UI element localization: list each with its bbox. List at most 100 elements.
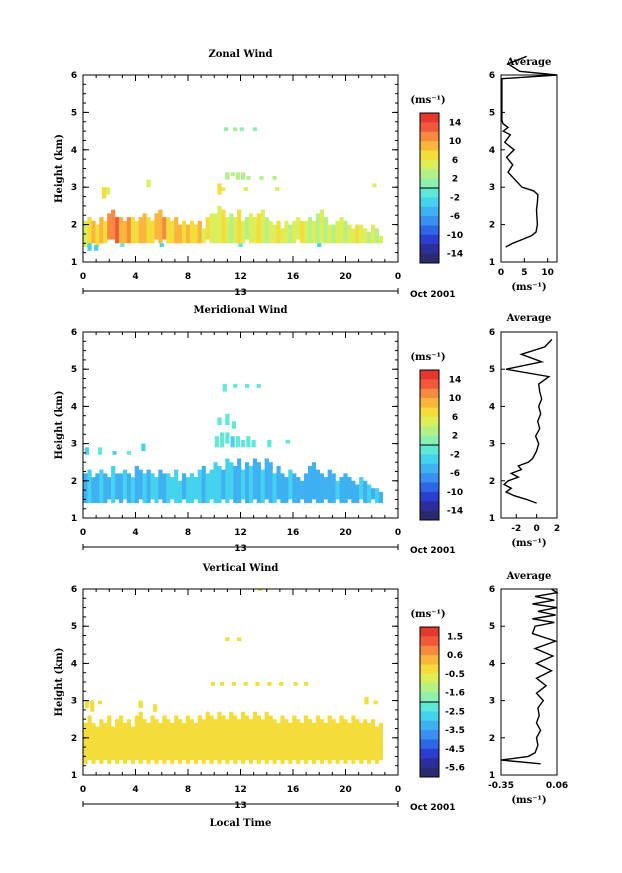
- colorbar-swatch: [420, 730, 439, 740]
- profile-y-tick-label: 1: [489, 258, 495, 268]
- data-cell: [170, 477, 175, 500]
- data-cell: [205, 473, 210, 504]
- y-axis-label: Height (km): [54, 134, 65, 203]
- x-tick-label: 0: [395, 528, 401, 538]
- data-cell: [300, 722, 305, 761]
- chart-title: Vertical Wind: [202, 563, 279, 574]
- x-axis-label: Local Time: [210, 818, 272, 829]
- data-cell: [248, 719, 254, 764]
- data-cell: [229, 462, 234, 500]
- data-cell: [181, 220, 187, 244]
- y-tick-label: 5: [71, 622, 77, 632]
- data-cell: [87, 469, 92, 504]
- data-cell: [256, 384, 261, 388]
- colorbar-swatch: [420, 739, 439, 750]
- data-cell: [378, 722, 384, 761]
- data-cell: [280, 228, 285, 244]
- data-cell: [185, 477, 191, 504]
- data-cell: [311, 722, 317, 764]
- data-cell: [311, 462, 317, 500]
- data-cell: [111, 465, 116, 504]
- colorbar-swatch: [420, 169, 439, 180]
- data-cell: [372, 183, 377, 188]
- data-cell: [122, 722, 128, 764]
- colorbar-tick-label: 14: [449, 375, 462, 385]
- data-cell: [256, 715, 261, 764]
- x-tick-label: 8: [185, 528, 191, 538]
- y-tick-label: 4: [71, 659, 77, 669]
- data-cell: [235, 436, 240, 448]
- colorbar-tick-label: -2: [450, 193, 460, 203]
- data-cell: [150, 220, 155, 244]
- colorbar-swatch: [420, 636, 439, 647]
- x-tick-label: 16: [287, 272, 300, 282]
- data-cell: [230, 172, 235, 176]
- profile-x-tick-label: 0.06: [546, 781, 568, 791]
- y-tick-label: 2: [71, 734, 77, 744]
- data-cell: [90, 700, 95, 712]
- colorbar-tick-label: 2: [452, 175, 458, 185]
- data-cell: [268, 462, 273, 504]
- data-cell: [315, 213, 321, 244]
- data-cell: [220, 432, 225, 448]
- data-cell: [150, 473, 155, 500]
- y-axis-label: Height (km): [54, 648, 65, 717]
- data-cell: [193, 224, 198, 244]
- colorbar-tick-label: -1.6: [445, 689, 465, 699]
- profile-x-tick-label: 0: [534, 524, 540, 534]
- data-cell: [244, 384, 250, 388]
- data-cell: [280, 715, 285, 764]
- data-cell: [201, 228, 206, 244]
- data-cell: [304, 715, 309, 764]
- data-cell: [154, 719, 159, 764]
- data-cell: [166, 473, 171, 504]
- data-cell: [288, 469, 293, 500]
- data-cell: [223, 127, 229, 132]
- profile-title: Average: [506, 571, 552, 582]
- profile-y-tick-label: 1: [489, 514, 495, 524]
- data-cell: [170, 220, 175, 244]
- data-cell: [209, 715, 214, 764]
- data-cell: [268, 715, 273, 761]
- colorbar-swatch: [420, 664, 439, 675]
- profile-x-tick-label: 5: [521, 268, 527, 278]
- data-cell: [355, 224, 360, 244]
- data-cell: [280, 473, 285, 504]
- data-cell: [231, 421, 237, 429]
- data-cell: [279, 682, 284, 686]
- y-tick-label: 1: [71, 771, 77, 781]
- data-cell: [95, 473, 100, 504]
- data-cell: [170, 722, 175, 764]
- data-cell: [222, 384, 227, 392]
- data-cell: [83, 722, 88, 764]
- profile-y-tick-label: 6: [489, 328, 495, 338]
- colorbar-tick-label: -0.5: [445, 670, 465, 680]
- data-cell: [319, 719, 324, 764]
- data-cell: [189, 719, 195, 761]
- colorbar-swatch: [420, 407, 439, 418]
- data-cell: [243, 187, 248, 191]
- data-cell: [275, 187, 280, 191]
- colorbar-swatch: [420, 692, 439, 703]
- profile-y-tick-label: 2: [489, 221, 495, 231]
- data-cell: [87, 243, 92, 251]
- x-tick-label: 16: [287, 528, 300, 538]
- data-cell: [296, 477, 301, 504]
- x-tick-label: 0: [80, 272, 86, 282]
- data-cell: [370, 719, 376, 761]
- colorbar-tick-label: -3.5: [445, 726, 465, 736]
- profile-y-tick-label: 6: [489, 585, 495, 595]
- data-cell: [246, 436, 251, 448]
- data-cell: [105, 187, 111, 195]
- data-cell: [293, 682, 298, 686]
- data-cell: [138, 700, 143, 709]
- data-cell: [331, 719, 336, 761]
- data-cell: [267, 439, 272, 448]
- data-cell: [162, 715, 167, 764]
- data-cell: [159, 243, 164, 248]
- data-cell: [248, 213, 254, 244]
- data-cell: [378, 235, 384, 244]
- data-cell: [347, 224, 352, 244]
- data-cell: [229, 711, 234, 761]
